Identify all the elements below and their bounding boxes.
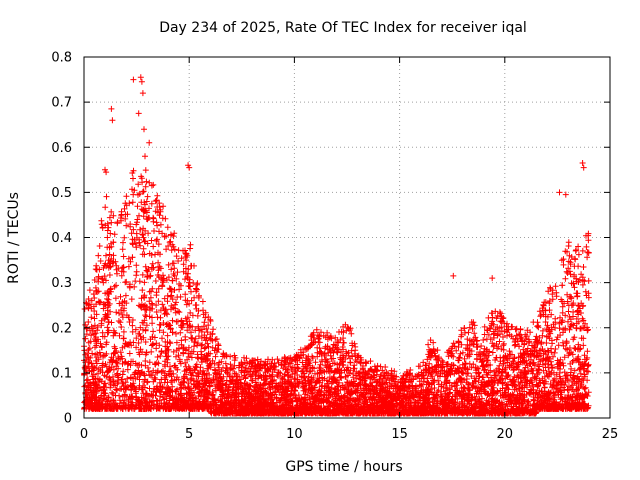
axis-tick-labels: 0 5 10 15 20 25 0 0.1 0.2 0.3 0.4 0.5 0.6 0.7 0.8 — [51, 51, 618, 443]
chart-title: Day 234 of 2025, Rate Of TEC Index for r… — [159, 20, 527, 36]
y-tick-label: 0 — [64, 412, 72, 427]
roti-point-markers — [81, 74, 592, 417]
x-tick-label: 20 — [497, 427, 514, 442]
y-tick-label: 0.2 — [51, 321, 72, 336]
y-tick-label: 0.4 — [51, 231, 72, 246]
x-tick-label: 10 — [286, 427, 303, 442]
axis-ticks — [83, 56, 611, 419]
y-tick-label: 0.1 — [51, 366, 72, 381]
x-tick-label: 25 — [602, 427, 619, 442]
y-tick-label: 0.8 — [51, 51, 72, 66]
y-tick-label: 0.5 — [51, 186, 72, 201]
y-axis-title: ROTI / TECUs — [6, 192, 22, 284]
x-tick-label: 0 — [80, 427, 88, 442]
y-tick-label: 0.6 — [51, 141, 72, 156]
y-tick-label: 0.3 — [51, 276, 72, 291]
x-axis-title: GPS time / hours — [285, 459, 402, 475]
y-tick-label: 0.7 — [51, 96, 72, 111]
data-points — [81, 74, 592, 417]
x-tick-label: 5 — [185, 427, 193, 442]
x-tick-label: 15 — [391, 427, 408, 442]
